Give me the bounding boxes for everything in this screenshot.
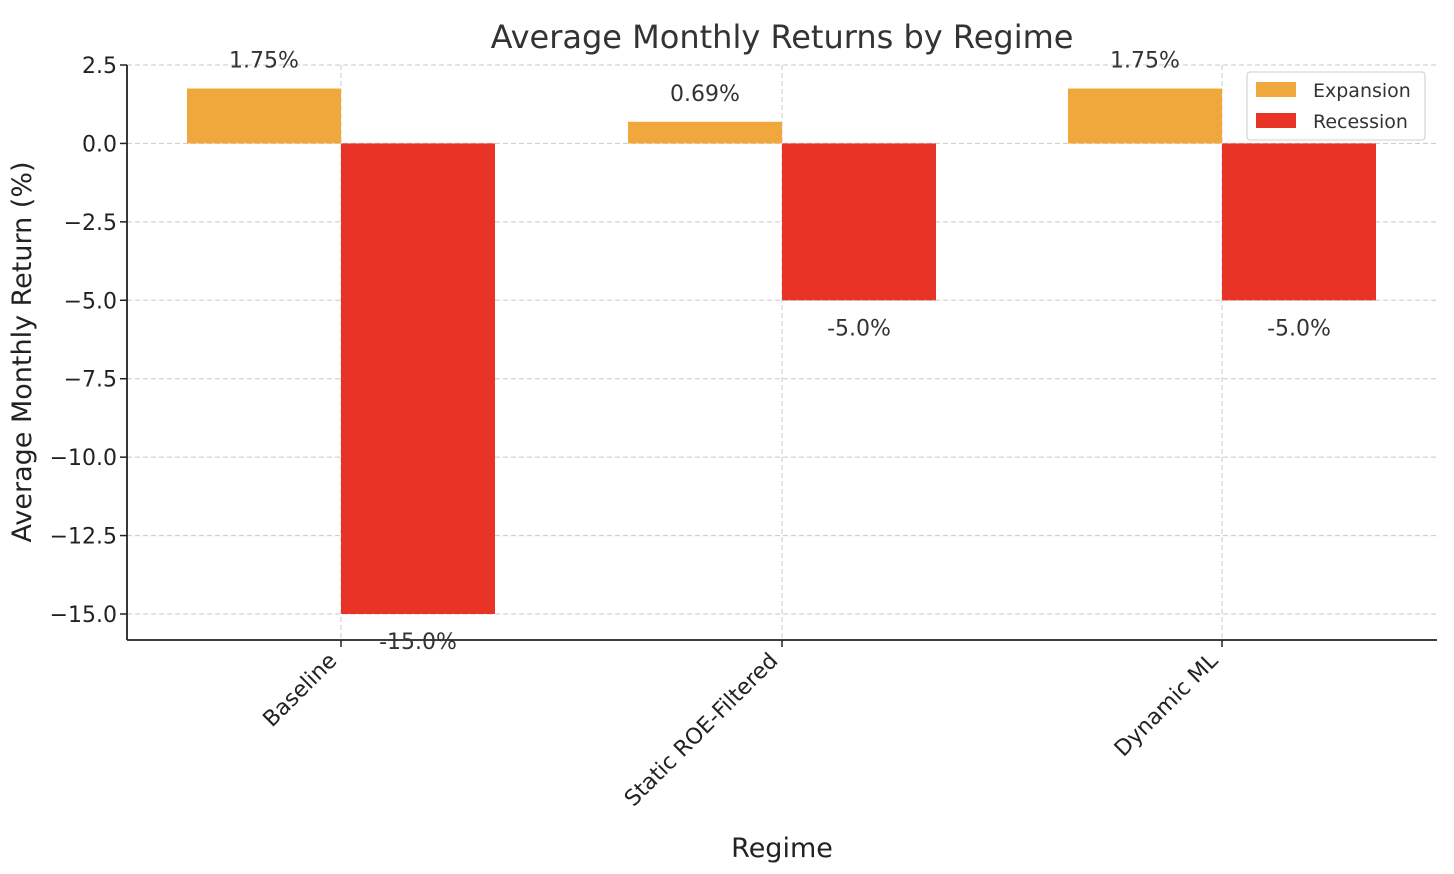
legend: Expansion Recession (1246, 71, 1426, 141)
legend-label-recession: Recession (1313, 111, 1408, 133)
data-labels: 1.75% 0.69% 1.75% -15.0% -5.0% -5.0% (229, 49, 1331, 655)
data-label: -15.0% (379, 630, 457, 655)
data-label: -5.0% (1267, 316, 1331, 341)
x-axis-title: Regime (731, 833, 833, 864)
x-tick-label: Baseline (259, 649, 343, 733)
y-tick-label: −12.5 (50, 525, 117, 550)
data-label: 1.75% (229, 49, 299, 74)
y-tick-label: −7.5 (64, 368, 117, 393)
bar-recession-dynamic-ml (1222, 143, 1376, 301)
data-label: 1.75% (1110, 49, 1180, 74)
bar-recession-baseline (341, 143, 495, 614)
y-tick-label: −15.0 (50, 603, 117, 628)
y-tick-label: −10.0 (50, 446, 117, 471)
bar-expansion-baseline (187, 88, 341, 144)
bars (187, 88, 1376, 614)
x-tick-label: Static ROE-Filtered (620, 649, 783, 812)
bar-expansion-dynamic-ml (1068, 88, 1222, 144)
tick-labels: 2.5 0.0 −2.5 −5.0 −7.5 −10.0 −12.5 −15.0 Baselin… (50, 54, 1224, 812)
legend-label-expansion: Expansion (1313, 80, 1411, 102)
legend-swatch-recession (1256, 113, 1296, 128)
axes (120, 64, 1437, 647)
legend-swatch-expansion (1256, 82, 1296, 97)
y-tick-label: −5.0 (64, 289, 117, 314)
x-tick-label: Dynamic ML (1110, 648, 1224, 762)
bar-expansion-static-roe-filtered (628, 121, 782, 144)
data-label: 0.69% (670, 82, 740, 107)
y-axis-title: Average Monthly Return (%) (7, 161, 38, 542)
y-tick-label: −2.5 (64, 211, 117, 236)
data-label: -5.0% (827, 316, 891, 341)
y-tick-label: 0.0 (82, 132, 117, 157)
bar-recession-static-roe-filtered (782, 143, 936, 301)
chart-title: Average Monthly Returns by Regime (491, 18, 1074, 56)
y-tick-label: 2.5 (82, 54, 117, 79)
